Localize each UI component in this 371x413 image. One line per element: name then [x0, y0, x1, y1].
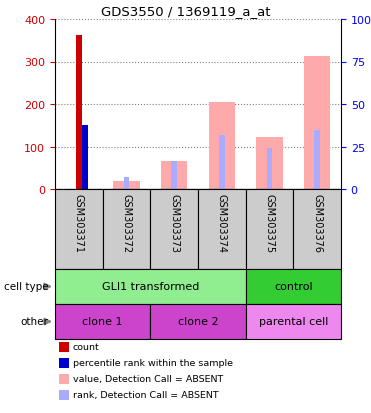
- Bar: [256, 138, 283, 190]
- Text: count: count: [73, 343, 99, 351]
- Bar: [246, 190, 293, 269]
- Bar: [76, 36, 82, 190]
- Bar: [171, 162, 177, 190]
- Text: percentile rank within the sample: percentile rank within the sample: [73, 358, 233, 368]
- Text: cell type: cell type: [4, 282, 48, 292]
- Text: control: control: [274, 282, 313, 292]
- Text: rank, Detection Call = ABSENT: rank, Detection Call = ABSENT: [73, 391, 219, 399]
- Text: GDS3550 / 1369119_a_at: GDS3550 / 1369119_a_at: [101, 5, 270, 18]
- Bar: [209, 103, 235, 190]
- Text: GSM303372: GSM303372: [121, 194, 131, 252]
- Text: GSM303374: GSM303374: [217, 194, 227, 252]
- Text: GLI1 transformed: GLI1 transformed: [102, 282, 199, 292]
- Bar: [114, 181, 139, 190]
- Bar: [55, 304, 150, 339]
- Text: GSM303373: GSM303373: [169, 194, 179, 252]
- Text: other: other: [20, 317, 48, 327]
- Bar: [198, 190, 246, 269]
- Bar: [150, 304, 246, 339]
- Text: clone 2: clone 2: [178, 317, 218, 327]
- Text: parental cell: parental cell: [259, 317, 328, 327]
- Bar: [82, 126, 88, 190]
- Text: value, Detection Call = ABSENT: value, Detection Call = ABSENT: [73, 375, 223, 384]
- Text: GSM303375: GSM303375: [265, 194, 275, 252]
- Text: clone 1: clone 1: [82, 317, 123, 327]
- Bar: [219, 135, 225, 190]
- Bar: [124, 178, 129, 190]
- Bar: [293, 190, 341, 269]
- Bar: [150, 190, 198, 269]
- Bar: [55, 190, 103, 269]
- Bar: [246, 304, 341, 339]
- Bar: [267, 148, 272, 190]
- Bar: [55, 269, 246, 304]
- Bar: [304, 57, 330, 190]
- Text: GSM303371: GSM303371: [74, 194, 84, 252]
- Bar: [246, 269, 341, 304]
- Bar: [103, 190, 150, 269]
- Bar: [161, 162, 187, 190]
- Bar: [314, 131, 320, 190]
- Text: GSM303376: GSM303376: [312, 194, 322, 252]
